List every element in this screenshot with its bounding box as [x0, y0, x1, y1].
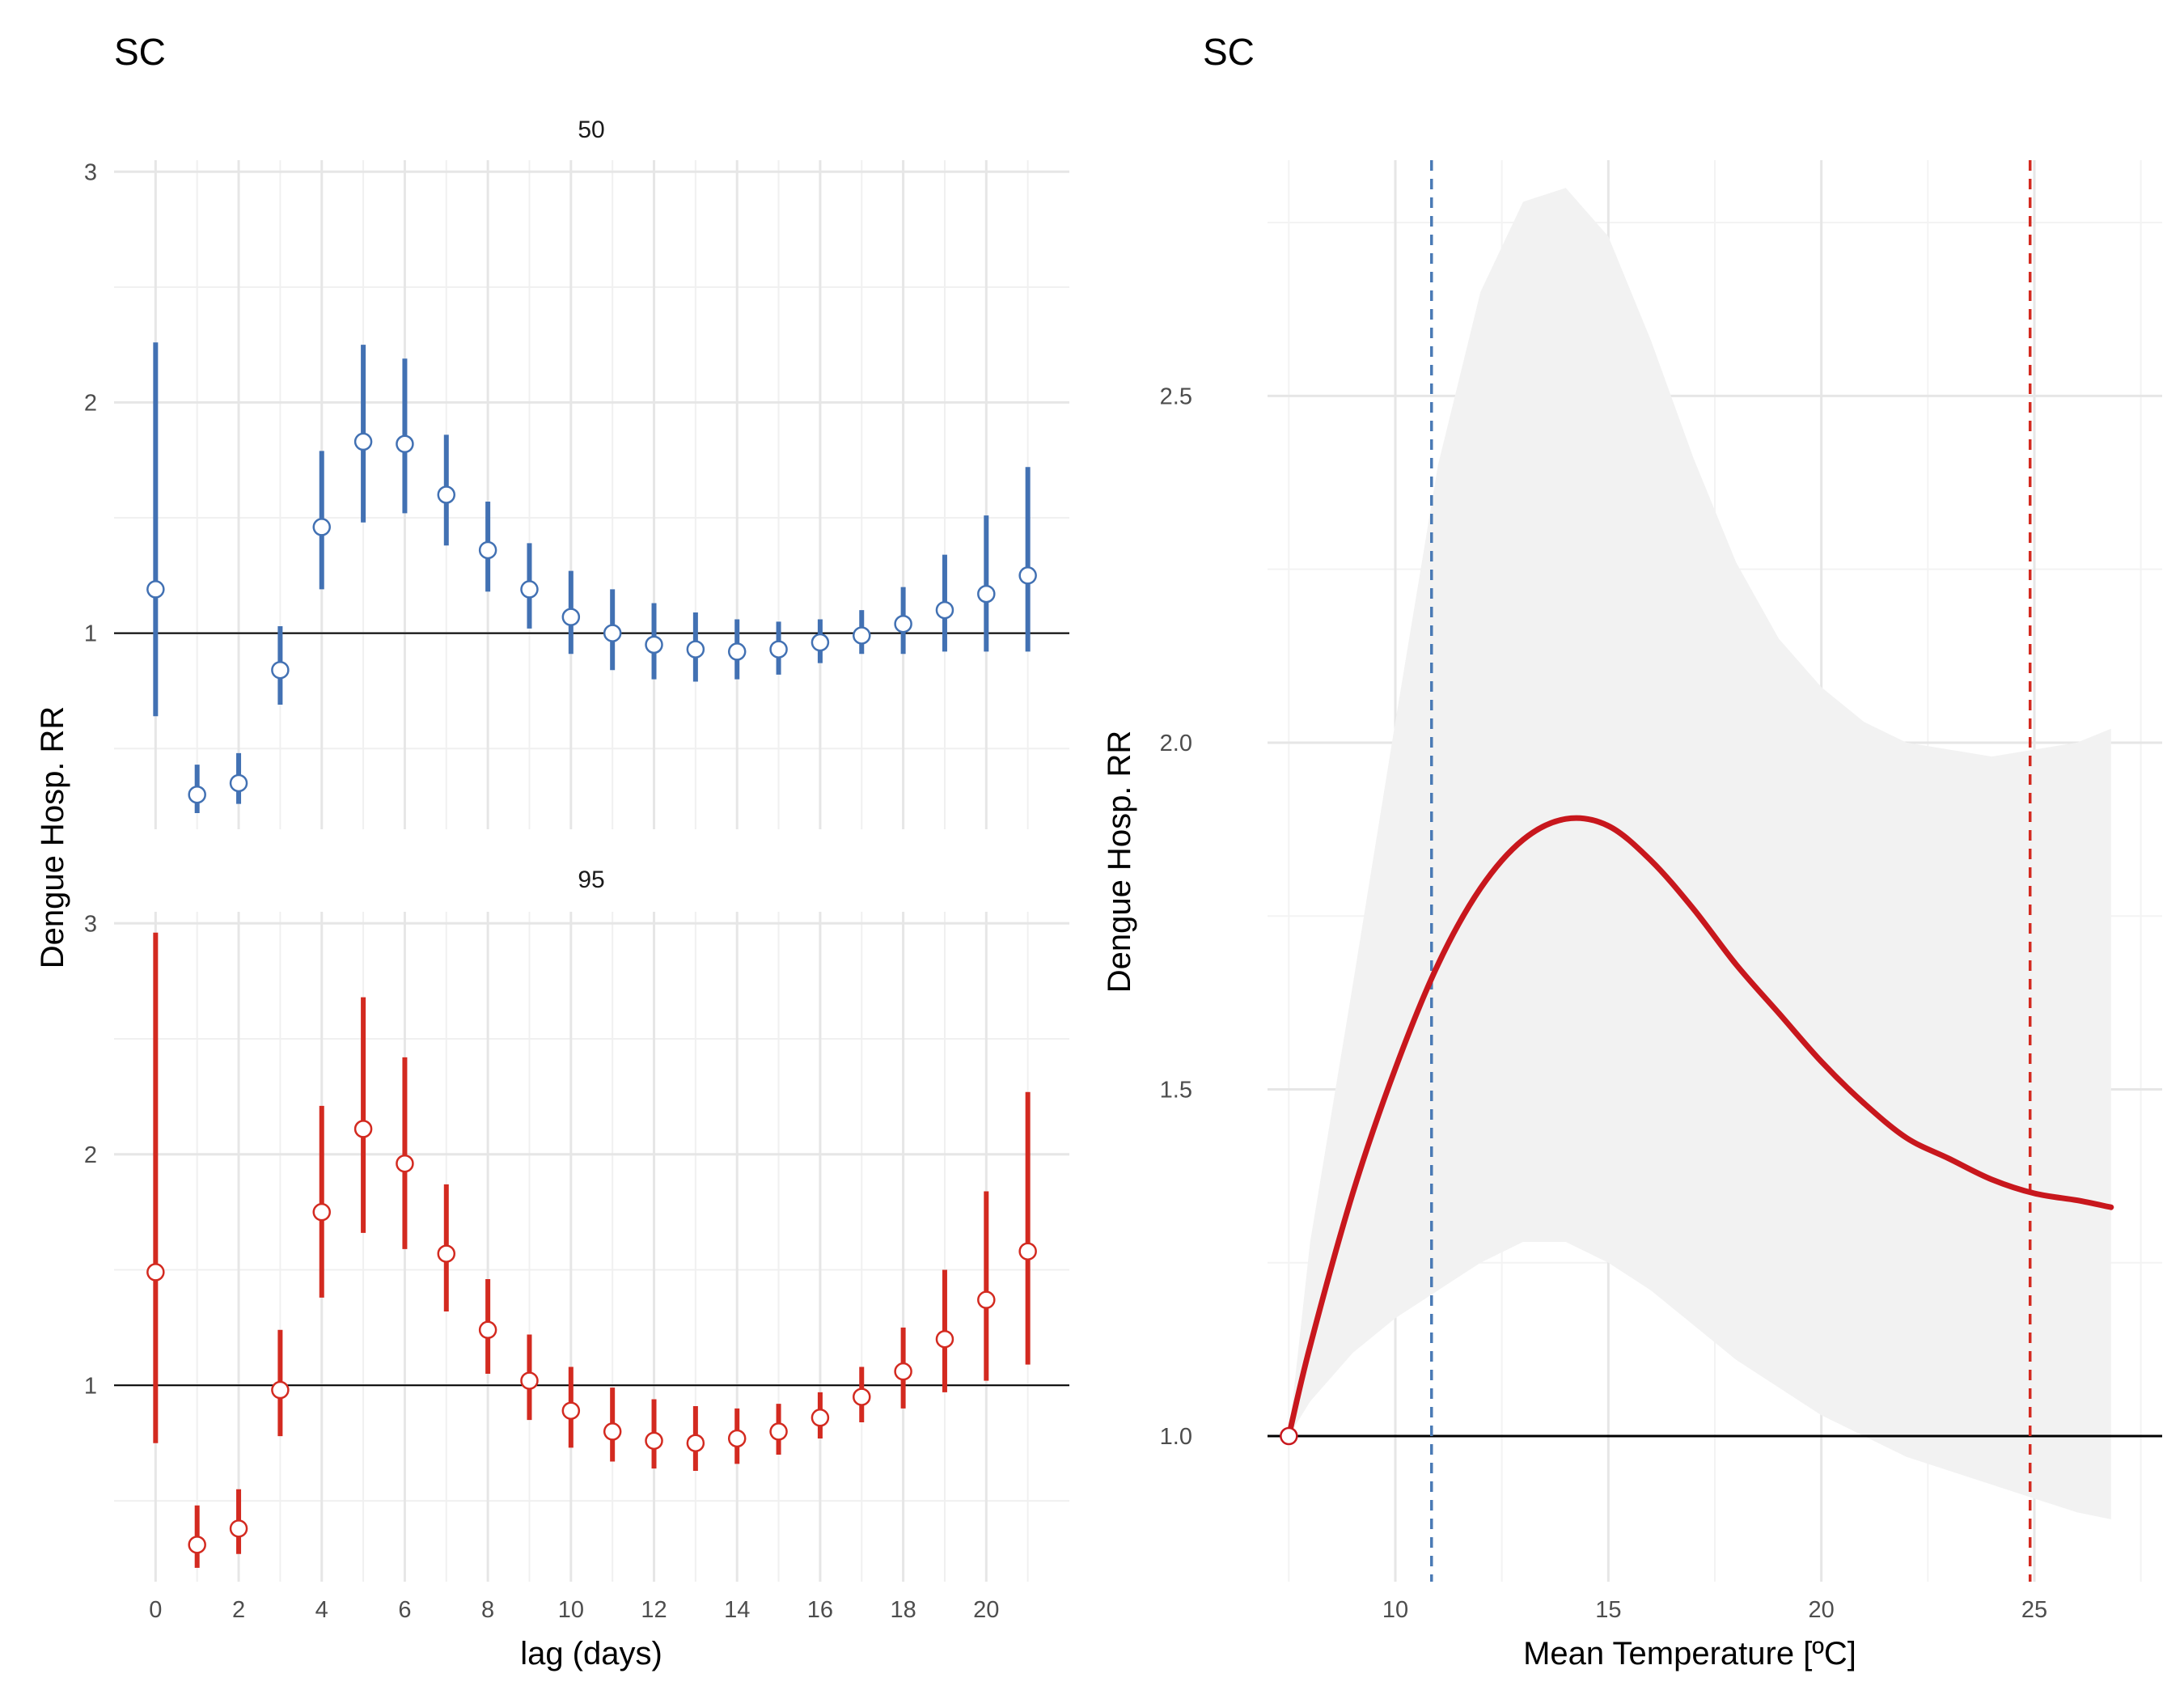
exposure-response-panel: SC 10 15 20 25 1.0 1.5 2.0 2.5 Mean Temperature…: [1102, 31, 2162, 1671]
point-estimate: [188, 1536, 206, 1554]
point-estimate: [229, 773, 248, 793]
y-tick-label: 1.0: [1160, 1424, 1192, 1450]
y-tick-label: 1: [84, 621, 97, 647]
point-estimate: [188, 785, 206, 804]
x-tick-label: 25: [2021, 1597, 2047, 1623]
point-estimate: [603, 624, 622, 642]
x-tick-label: 20: [973, 1597, 999, 1623]
point-estimate: [520, 1371, 539, 1390]
x-tick-label: 20: [1809, 1597, 1835, 1623]
point-estimate: [977, 584, 996, 604]
point-estimate: [478, 540, 497, 560]
point-estimate: [1018, 566, 1037, 585]
right-y-axis-title: Dengue Hosp. RR: [1102, 731, 1137, 994]
point-estimate: [312, 1202, 331, 1222]
x-tick-label: 2: [232, 1597, 245, 1623]
right-x-axis-title: Mean Temperature [ºC]: [1523, 1636, 1856, 1671]
x-tick-label: 12: [641, 1597, 667, 1623]
point-estimate: [353, 1120, 373, 1138]
point-estimate: [396, 1154, 414, 1173]
point-estimate: [437, 485, 456, 504]
facet-strip-label-50: 50: [578, 117, 604, 143]
point-estimate: [645, 1431, 663, 1451]
point-estimate: [520, 580, 539, 599]
point-estimate: [645, 635, 663, 655]
point-estimate: [271, 660, 290, 680]
y-tick-label: 3: [84, 159, 97, 185]
facet-panel-50: 1 2 3: [84, 159, 1069, 829]
left-y-axis-title: Dengue Hosp. RR: [35, 706, 70, 969]
x-tick-label: 16: [807, 1597, 833, 1623]
point-estimate: [769, 1422, 788, 1441]
point-estimate: [769, 640, 788, 659]
x-tick-label: 4: [315, 1597, 328, 1623]
reference-point: [1280, 1426, 1298, 1446]
facet-panel-95: 1 2 3: [84, 911, 1069, 1582]
x-tick-label: 10: [558, 1597, 584, 1623]
point-estimate: [686, 640, 705, 659]
exposure-response-plot: 10 15 20 25 1.0 1.5 2.0 2.5: [1160, 160, 2162, 1623]
left-chart-title: SC: [114, 31, 166, 73]
point-estimate: [853, 626, 871, 645]
point-estimate: [727, 642, 747, 661]
y-tick-label: 3: [84, 911, 97, 937]
point-estimate: [686, 1434, 705, 1452]
point-estimate: [312, 518, 331, 536]
point-estimate: [853, 1388, 871, 1406]
right-chart-title: SC: [1203, 31, 1255, 73]
point-estimate: [561, 1401, 581, 1420]
point-estimate: [977, 1290, 996, 1309]
point-estimate: [811, 1409, 830, 1427]
x-tick-label: 14: [724, 1597, 750, 1623]
point-estimate: [561, 608, 581, 626]
point-estimate: [353, 432, 373, 451]
point-estimate: [811, 633, 830, 652]
x-tick-label: 15: [1595, 1597, 1621, 1623]
point-estimate: [229, 1519, 248, 1538]
rr-curve: [1285, 815, 2114, 1439]
point-estimate: [935, 1329, 954, 1349]
y-tick-label: 2: [84, 1142, 97, 1168]
point-estimate: [1018, 1242, 1037, 1260]
y-tick-label: 2.0: [1160, 731, 1192, 756]
x-tick-label: 8: [481, 1597, 494, 1623]
point-estimate: [603, 1422, 622, 1441]
point-estimate: [146, 1263, 165, 1282]
lag-response-panel: SC 50 95 123 123 0 2 4 6 8 10 12 14 16 18 20 lag (…: [35, 31, 1069, 1671]
point-estimate: [396, 434, 414, 454]
point-estimate: [894, 614, 912, 633]
point-estimate: [437, 1244, 456, 1263]
point-estimate: [478, 1320, 497, 1340]
point-estimate: [894, 1362, 912, 1381]
point-estimate: [146, 580, 165, 599]
x-tick-label: 6: [398, 1597, 411, 1623]
point-estimate: [935, 600, 954, 620]
facet-strip-label-95: 95: [578, 866, 604, 893]
point-estimate: [271, 1380, 290, 1400]
point-estimate: [727, 1429, 747, 1448]
x-tick-label: 18: [890, 1597, 916, 1623]
y-tick-label: 1: [84, 1373, 97, 1399]
lag-x-axis: 0 2 4 6 8 10 12 14 16 18 20: [149, 1597, 999, 1623]
y-tick-label: 1.5: [1160, 1077, 1192, 1103]
y-tick-label: 2.5: [1160, 383, 1192, 409]
x-tick-label: 0: [149, 1597, 162, 1623]
confidence-band: [1289, 188, 2111, 1519]
y-tick-label: 2: [84, 390, 97, 416]
x-tick-label: 10: [1382, 1597, 1408, 1623]
left-x-axis-title: lag (days): [520, 1636, 662, 1671]
